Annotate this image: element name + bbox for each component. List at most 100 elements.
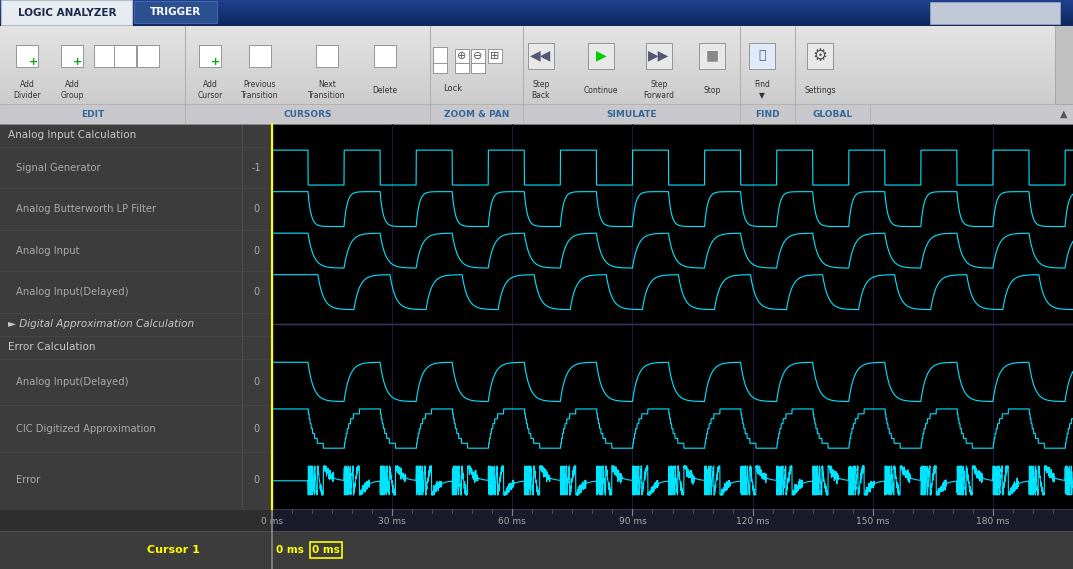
Text: Step
Back: Step Back <box>532 80 550 100</box>
Bar <box>0 60 1073 61</box>
Text: 30 ms: 30 ms <box>379 517 406 526</box>
Text: ► Digital Approximation Calculation: ► Digital Approximation Calculation <box>8 319 194 329</box>
Bar <box>0 51 1073 52</box>
Bar <box>0 49 1073 50</box>
Bar <box>0 2 1073 3</box>
Bar <box>0 41 1073 42</box>
Bar <box>471 63 485 73</box>
Bar <box>0 17 1073 18</box>
Bar <box>0 21 1073 22</box>
Bar <box>0 0 1073 1</box>
Bar <box>310 542 342 558</box>
Bar <box>0 37 1073 38</box>
Text: Add
Group: Add Group <box>60 80 84 100</box>
Text: SIMULATE: SIMULATE <box>606 109 657 118</box>
Bar <box>0 96 1073 97</box>
Bar <box>0 104 1073 124</box>
Bar <box>0 99 1073 100</box>
Bar <box>0 16 1073 17</box>
Bar <box>488 48 502 63</box>
Text: Analog Input(Delayed): Analog Input(Delayed) <box>16 377 129 387</box>
Bar <box>0 39 1073 40</box>
Text: CIC Digitized Approximation: CIC Digitized Approximation <box>16 423 156 434</box>
Bar <box>0 94 1073 95</box>
Text: Lock: Lock <box>443 84 462 93</box>
Bar <box>0 18 1073 19</box>
Bar <box>0 66 1073 67</box>
Bar <box>471 48 485 63</box>
Bar <box>0 98 1073 99</box>
Text: ◀◀: ◀◀ <box>530 48 552 63</box>
Bar <box>1055 6 1073 104</box>
Text: 150 ms: 150 ms <box>856 517 890 526</box>
Bar <box>0 10 1073 11</box>
Bar <box>0 100 1073 101</box>
Bar <box>0 15 1073 16</box>
Bar <box>0 38 1073 39</box>
Text: Error Calculation: Error Calculation <box>8 342 95 352</box>
Bar <box>0 29 1073 30</box>
Bar <box>0 87 1073 88</box>
Bar <box>0 46 1073 47</box>
Text: Step
Forward: Step Forward <box>644 80 675 100</box>
Bar <box>0 55 1073 56</box>
Text: ⊞: ⊞ <box>490 51 500 61</box>
Text: Error: Error <box>16 476 41 485</box>
Text: Analog Input(Delayed): Analog Input(Delayed) <box>16 287 129 297</box>
Bar <box>0 62 1073 63</box>
Bar <box>0 26 1073 27</box>
Bar <box>0 86 1073 87</box>
Text: Next
Transition: Next Transition <box>308 80 346 100</box>
Bar <box>374 44 396 67</box>
Text: -1: -1 <box>251 163 261 172</box>
Bar <box>0 26 1073 104</box>
Bar <box>0 5 1073 6</box>
Text: Stop: Stop <box>703 85 721 94</box>
Bar <box>0 8 1073 9</box>
FancyBboxPatch shape <box>1 1 132 26</box>
Bar <box>0 20 1073 21</box>
Bar <box>0 83 1073 84</box>
Bar <box>0 13 1073 14</box>
Bar <box>0 71 1073 72</box>
Text: 180 ms: 180 ms <box>976 517 1010 526</box>
Bar <box>0 57 1073 58</box>
Bar <box>0 101 1073 102</box>
Text: TRIGGER: TRIGGER <box>150 7 202 17</box>
Text: LOGIC ANALYZER: LOGIC ANALYZER <box>18 8 116 18</box>
Bar <box>0 30 1073 31</box>
Bar <box>433 47 447 65</box>
Text: Add
Cursor: Add Cursor <box>197 80 222 100</box>
Bar <box>0 36 1073 37</box>
Bar <box>199 44 221 67</box>
Bar <box>0 11 1073 12</box>
Bar <box>0 68 1073 69</box>
Text: GLOBAL: GLOBAL <box>812 109 853 118</box>
Bar <box>0 103 1073 104</box>
Bar <box>0 34 1073 35</box>
Text: 120 ms: 120 ms <box>736 517 769 526</box>
Text: 0: 0 <box>253 204 259 214</box>
Bar <box>0 92 1073 93</box>
Bar <box>0 9 1073 10</box>
Bar <box>249 44 271 67</box>
Text: EDIT: EDIT <box>80 109 104 118</box>
Bar <box>0 69 1073 70</box>
Bar <box>0 64 1073 65</box>
Bar <box>114 44 136 67</box>
Bar <box>0 52 1073 53</box>
Bar <box>0 82 1073 83</box>
Bar <box>137 44 159 67</box>
Text: Add
Divider: Add Divider <box>13 80 41 100</box>
Text: Settings: Settings <box>804 85 836 94</box>
Bar <box>0 50 1073 51</box>
Text: Analog Input: Analog Input <box>16 246 79 255</box>
Bar <box>317 44 338 67</box>
Bar <box>0 89 1073 90</box>
Text: 0: 0 <box>253 423 259 434</box>
Bar <box>0 85 1073 86</box>
Bar <box>0 56 1073 57</box>
Bar <box>0 70 1073 71</box>
Bar <box>0 3 1073 4</box>
Bar <box>455 48 469 63</box>
